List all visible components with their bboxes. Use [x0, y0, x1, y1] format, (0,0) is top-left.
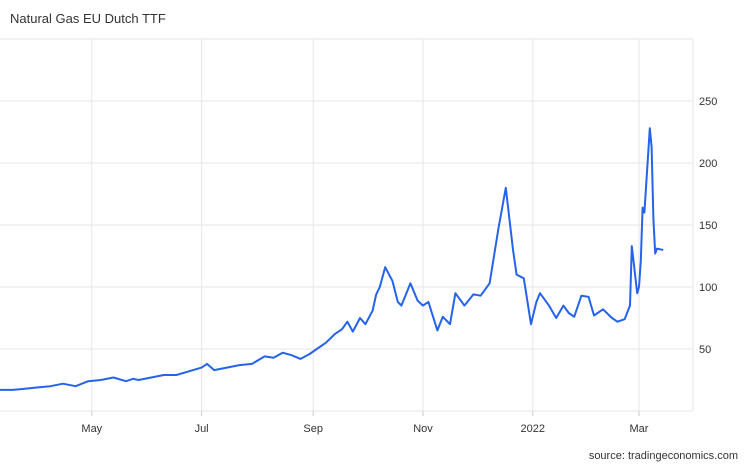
- x-tick-label-mar: Mar: [630, 423, 649, 435]
- series-line-0: [0, 127, 664, 391]
- series-layer: [0, 127, 664, 391]
- chart-title: Natural Gas EU Dutch TTF: [10, 11, 166, 26]
- y-axis: 50 100 150 200 250: [699, 96, 717, 356]
- x-tick-label-sep: Sep: [303, 423, 323, 435]
- y-tick-label-150: 150: [699, 220, 717, 232]
- x-tick-label-nov: Nov: [413, 423, 433, 435]
- x-tick-label-may: May: [81, 423, 102, 435]
- x-tick-label-jul: Jul: [195, 423, 209, 435]
- grid: [0, 38, 694, 412]
- y-tick-label-200: 200: [699, 158, 717, 170]
- y-tick-label-250: 250: [699, 96, 717, 108]
- y-tick-label-50: 50: [699, 344, 711, 356]
- y-tick-label-100: 100: [699, 282, 717, 294]
- x-tick-label-2022: 2022: [521, 423, 545, 435]
- x-axis: May Jul Sep Nov 2022 Mar: [81, 411, 649, 435]
- source-credit: source: tradingeconomics.com: [588, 450, 738, 462]
